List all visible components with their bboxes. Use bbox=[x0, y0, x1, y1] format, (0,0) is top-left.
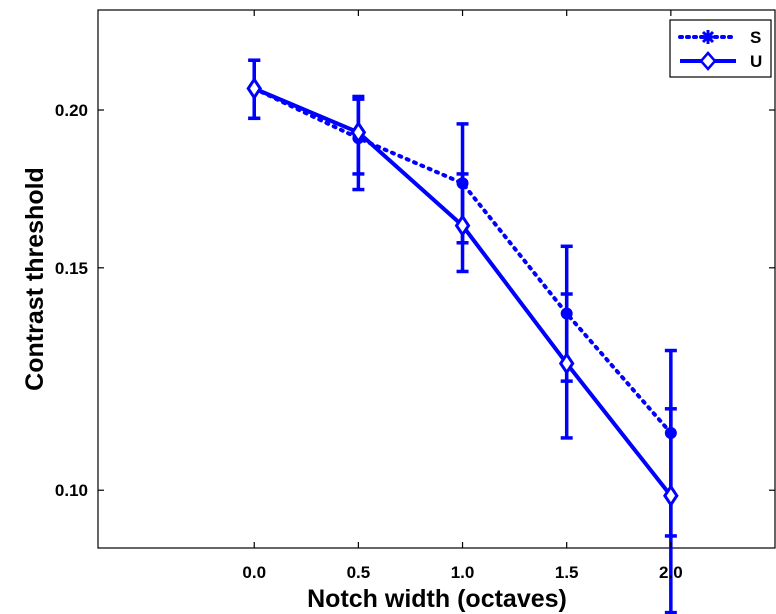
legend: S U bbox=[669, 19, 772, 78]
data-point-u bbox=[246, 76, 263, 101]
tick-layer: 0.0 0.5 1.0 1.5 2.0 0.10 0.15 0.20 bbox=[55, 10, 775, 582]
y-axis-label: Contrast threshold bbox=[21, 167, 49, 391]
asterisk-marker-icon bbox=[701, 30, 715, 44]
x-tick-label: 0.5 bbox=[347, 563, 371, 582]
data-point-u bbox=[350, 120, 367, 145]
data-point-u bbox=[558, 351, 575, 376]
diamond-marker-icon bbox=[699, 51, 717, 71]
y-tick-label: 0.15 bbox=[55, 259, 88, 278]
series-line-s bbox=[252, 86, 673, 435]
data-layer bbox=[246, 58, 679, 614]
x-tick-label: 1.0 bbox=[451, 563, 475, 582]
y-tick-label: 0.20 bbox=[55, 101, 88, 120]
x-tick-label: 2.0 bbox=[659, 563, 683, 582]
legend-label-u: U bbox=[750, 52, 762, 71]
data-point-u bbox=[454, 213, 471, 238]
x-tick-label: 0.0 bbox=[242, 563, 266, 582]
plot-area bbox=[97, 9, 776, 549]
data-point-u bbox=[663, 484, 679, 508]
x-axis-label: Notch width (octaves) bbox=[307, 585, 567, 613]
y-tick-label: 0.10 bbox=[55, 481, 88, 500]
x-tick-label: 1.5 bbox=[555, 563, 579, 582]
legend-box bbox=[669, 19, 772, 78]
legend-label-s: S bbox=[750, 28, 761, 47]
